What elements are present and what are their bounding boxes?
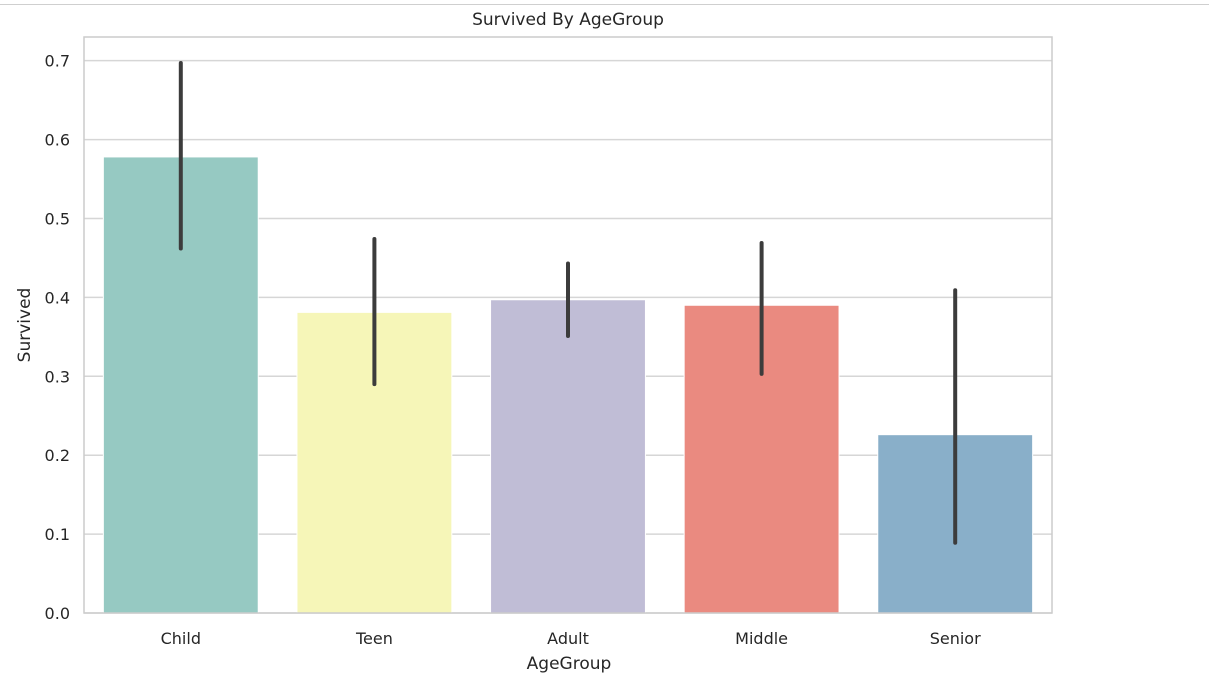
y-tick-label: 0.6 [45, 131, 70, 150]
y-tick-label: 0.2 [45, 446, 70, 465]
y-tick-label: 0.3 [45, 367, 70, 386]
y-tick-label: 0.7 [45, 52, 70, 71]
plot-frame [83, 36, 1053, 614]
x-tick-labels: Child Teen Adult Middle Senior [161, 629, 981, 648]
y-tick-labels: 0.0 0.1 0.2 0.3 0.4 0.5 0.6 0.7 [45, 52, 70, 623]
x-tick-label: Adult [547, 629, 589, 648]
x-axis-label: AgeGroup [527, 654, 612, 673]
y-tick-label: 0.1 [45, 525, 70, 544]
y-axis-label: Survived [15, 288, 35, 363]
x-tick-label: Child [161, 629, 201, 648]
y-tick-label: 0.4 [45, 288, 70, 307]
top-divider-line [0, 4, 1209, 5]
chart-title: Survived By AgeGroup [472, 10, 664, 30]
y-tick-label: 0.0 [45, 604, 70, 623]
x-tick-label: Middle [735, 629, 788, 648]
x-tick-label: Teen [355, 629, 393, 648]
bars-group [102, 156, 1034, 614]
error-bars-group [178, 61, 958, 545]
y-tick-label: 0.5 [45, 209, 70, 228]
x-tick-label: Senior [930, 629, 981, 648]
bar-adult [490, 299, 646, 614]
